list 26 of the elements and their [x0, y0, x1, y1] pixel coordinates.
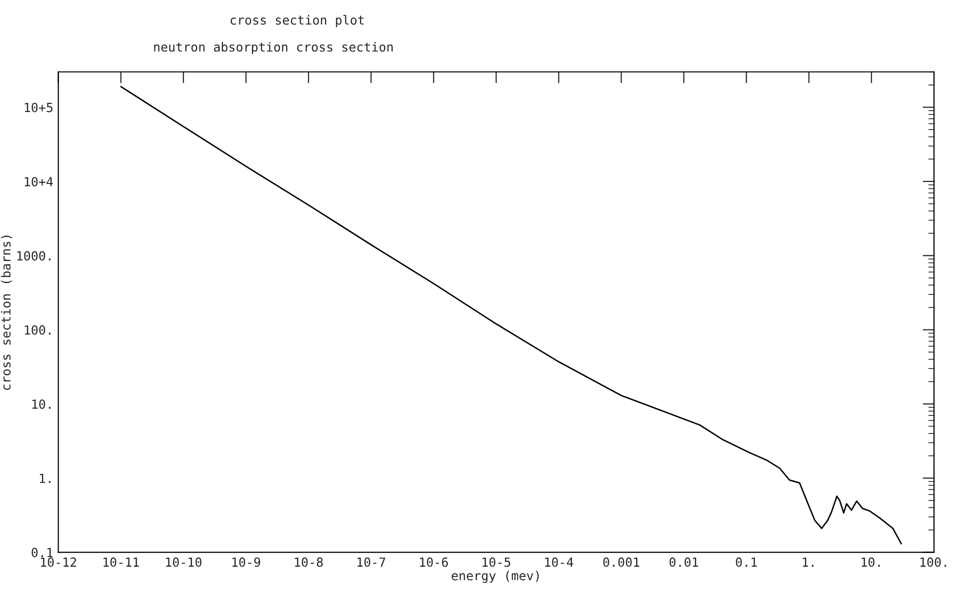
x-tick-label: 10-4 — [545, 557, 574, 567]
x-tick-label: 10-11 — [104, 557, 139, 567]
x-tick-label: 100. — [920, 557, 946, 567]
y-tick-label: 1000. — [17, 251, 50, 261]
x-tick-label: 10-6 — [420, 557, 448, 567]
y-tick-label: 100. — [24, 325, 50, 335]
x-tick-label: 0.1 — [736, 557, 757, 567]
y-axis-title: cross section (barns) — [0, 236, 12, 390]
y-tick-label: 10. — [32, 399, 50, 409]
x-axis-title: energy (mev) — [452, 570, 539, 583]
x-tick-label: 10-9 — [232, 557, 260, 567]
x-tick-label: 0.001 — [603, 557, 640, 567]
y-tick-label: 1. — [40, 474, 50, 483]
x-tick-label: 10-12 — [41, 557, 76, 567]
x-tick-label: 0.01 — [670, 557, 698, 567]
y-tick-label: 10+5 — [24, 102, 52, 112]
x-tick-label: 10-8 — [294, 557, 323, 567]
x-tick-label: 10-10 — [166, 557, 202, 567]
x-tick-label: 1. — [802, 558, 814, 567]
x-tick-label: 10-5 — [482, 557, 510, 567]
chart-subtitle: neutron absorption cross section — [154, 42, 393, 54]
chart-title: cross section plot — [230, 14, 364, 28]
y-tick-label: 0.1 — [32, 548, 53, 558]
y-tick-label: 10+4 — [24, 176, 53, 186]
x-tick-label: 10-7 — [358, 557, 386, 567]
x-tick-label: 10. — [862, 557, 880, 567]
